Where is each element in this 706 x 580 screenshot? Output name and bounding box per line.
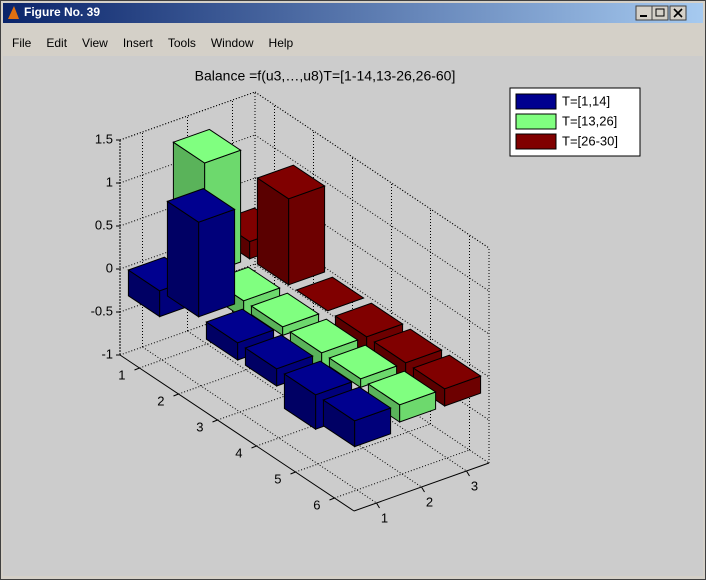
bar xyxy=(250,292,320,337)
maximize-icon xyxy=(655,8,665,17)
z-tick-label: -0.5 xyxy=(91,303,113,318)
legend-swatch xyxy=(515,93,557,110)
y-tick-label: 4 xyxy=(235,445,242,460)
bar-face xyxy=(256,164,326,200)
x-tick-label: 2 xyxy=(426,494,433,509)
tick-mark xyxy=(421,486,425,493)
bar-face xyxy=(295,276,365,312)
grid-line xyxy=(187,330,422,488)
legend-label: T=[26-30] xyxy=(562,133,618,148)
y-tick-label: 5 xyxy=(274,471,281,486)
bar-face xyxy=(205,308,275,344)
y-tick-label: 6 xyxy=(313,497,320,512)
bar xyxy=(256,164,326,286)
close-icon xyxy=(673,8,683,18)
bar-face xyxy=(328,344,398,380)
y-tick-label: 3 xyxy=(196,419,203,434)
title-bar xyxy=(3,3,703,23)
tick-mark xyxy=(212,419,218,423)
y-tick-label: 1 xyxy=(118,367,125,382)
legend-label: T=[13,26] xyxy=(562,113,617,128)
bar-face xyxy=(322,386,392,422)
bar-face xyxy=(373,328,443,364)
z-tick-label: 0.5 xyxy=(95,217,113,232)
tick-mark xyxy=(173,393,179,397)
menu-item[interactable]: Edit xyxy=(46,36,67,50)
bar-face xyxy=(412,354,482,390)
tick-mark xyxy=(466,470,470,477)
tick-mark xyxy=(329,497,335,501)
grid-line xyxy=(254,134,490,292)
legend-swatch xyxy=(515,113,557,130)
legend-swatch xyxy=(515,133,557,150)
axis-line xyxy=(119,354,355,512)
x-tick-label: 1 xyxy=(381,510,388,525)
bar xyxy=(295,276,365,312)
bar xyxy=(328,344,398,389)
z-tick-label: 1 xyxy=(106,174,113,189)
grid-line xyxy=(254,177,490,335)
bar-face xyxy=(367,370,437,406)
grid-line xyxy=(142,346,377,504)
tick-mark xyxy=(376,502,380,509)
legend-label: T=[1,14] xyxy=(562,93,610,108)
grid-line xyxy=(254,91,490,249)
grid-line xyxy=(254,306,490,464)
window-buttons[interactable] xyxy=(635,5,687,21)
menu-item[interactable]: Window xyxy=(211,36,254,50)
tick-mark xyxy=(134,367,140,371)
z-tick-label: 1.5 xyxy=(95,131,113,146)
app-icon xyxy=(8,6,19,19)
menu-bar: File Edit View Insert Tools Window Help xyxy=(12,36,294,50)
menu-item[interactable]: File xyxy=(12,36,32,50)
menu-item[interactable]: Tools xyxy=(168,36,196,50)
grid-line xyxy=(254,220,490,378)
tick-mark xyxy=(290,471,296,475)
bar-face xyxy=(166,188,236,223)
bar-face xyxy=(172,128,242,164)
x-tick-label: 3 xyxy=(471,478,478,493)
bar-face xyxy=(288,185,326,286)
tick-mark xyxy=(251,445,257,449)
z-tick-label: 0 xyxy=(106,260,113,275)
y-tick-label: 2 xyxy=(157,393,164,408)
z-tick-label: -1 xyxy=(101,346,113,361)
bar xyxy=(166,188,236,318)
bar-face xyxy=(250,292,320,328)
bar-face xyxy=(334,302,404,338)
plot: -1 -0.5 0 0.5 1 1.5 1 2 3 4 5 6 1 2 3 xyxy=(91,91,490,525)
bar xyxy=(322,386,392,448)
window-title: Figure No. 39 xyxy=(24,5,100,19)
minimize-button[interactable] xyxy=(635,5,653,21)
menu-item[interactable]: Insert xyxy=(123,36,154,50)
bar-face xyxy=(198,208,236,318)
bar-face xyxy=(283,360,353,396)
bar-face xyxy=(289,318,359,354)
maximize-button[interactable] xyxy=(651,5,669,21)
menu-item[interactable]: Help xyxy=(269,36,294,50)
grid-line xyxy=(232,314,467,472)
chart-title: Balance =f(u3,…,u8)T=[1-14,13-26,26-60] xyxy=(195,68,456,84)
bar-face xyxy=(244,334,314,370)
menu-item[interactable]: View xyxy=(82,36,108,50)
legend: T=[1,14] T=[13,26] T=[26-30] xyxy=(509,87,641,157)
